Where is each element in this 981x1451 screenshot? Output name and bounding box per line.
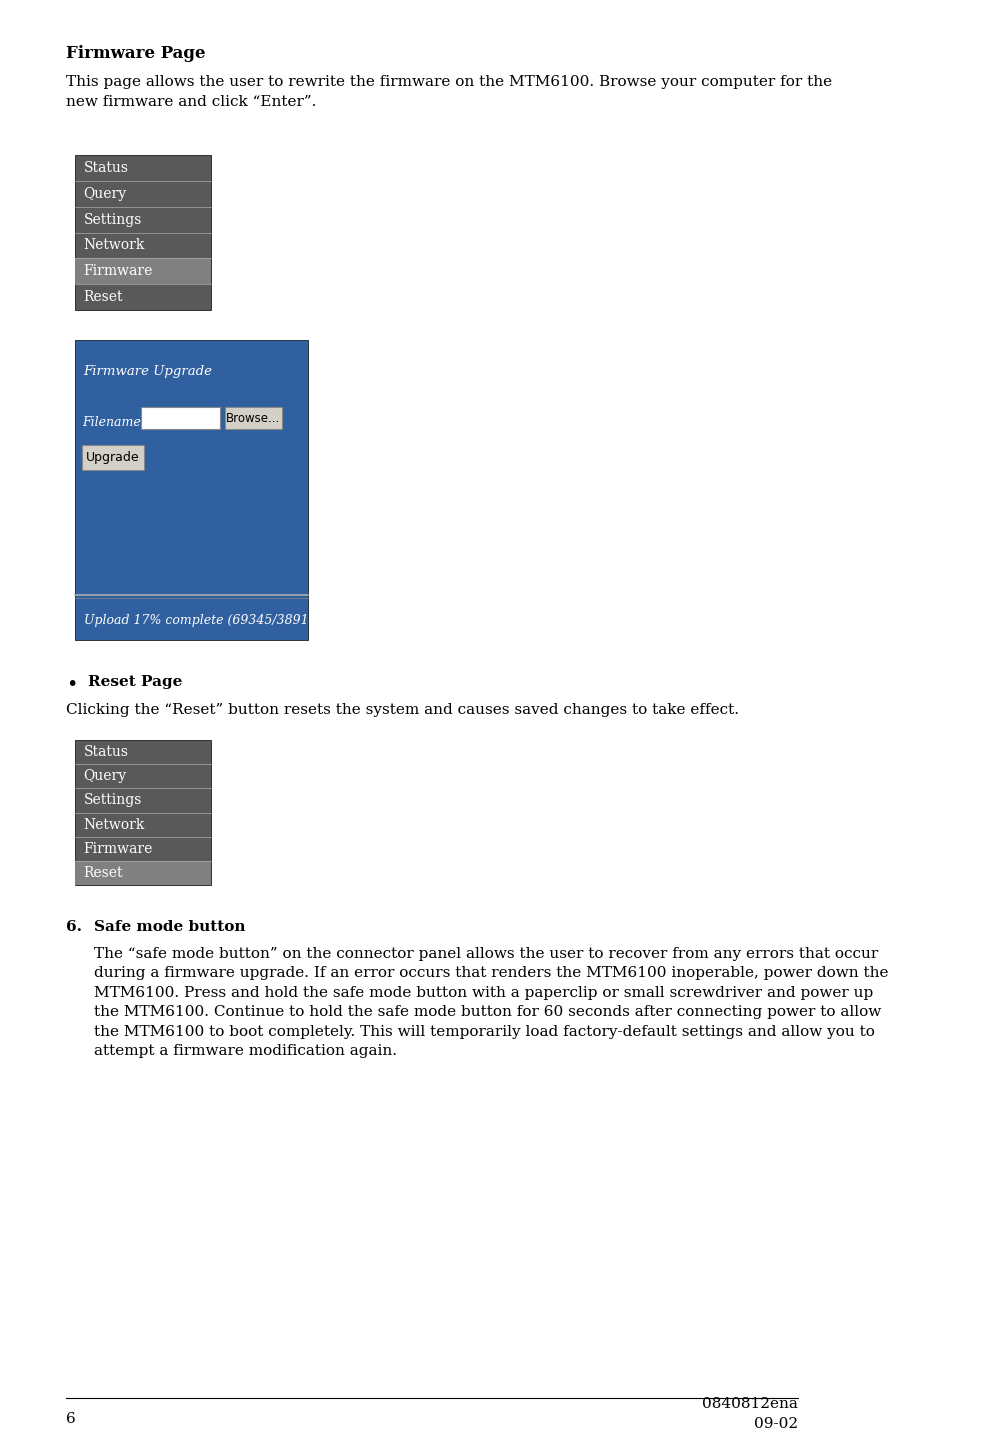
Text: Filename:: Filename: — [81, 416, 145, 429]
Text: Status: Status — [83, 161, 129, 176]
FancyBboxPatch shape — [75, 258, 211, 284]
Text: Upgrade: Upgrade — [86, 451, 139, 464]
Text: Query: Query — [83, 769, 127, 784]
Text: Reset: Reset — [83, 866, 124, 879]
Text: 0840812ena: 0840812ena — [702, 1397, 798, 1410]
Text: Network: Network — [83, 817, 145, 831]
Text: 09-02: 09-02 — [753, 1418, 798, 1431]
FancyBboxPatch shape — [75, 860, 211, 885]
FancyBboxPatch shape — [225, 406, 282, 429]
FancyBboxPatch shape — [141, 406, 220, 429]
Text: The “safe mode button” on the connector panel allows the user to recover from an: The “safe mode button” on the connector … — [94, 948, 889, 1058]
FancyBboxPatch shape — [75, 740, 211, 885]
Text: Firmware: Firmware — [83, 264, 153, 279]
Text: 6: 6 — [66, 1412, 76, 1426]
Text: Firmware: Firmware — [83, 842, 153, 856]
FancyBboxPatch shape — [75, 155, 211, 311]
Text: This page allows the user to rewrite the firmware on the MTM6100. Browse your co: This page allows the user to rewrite the… — [66, 75, 832, 109]
Text: Settings: Settings — [83, 213, 142, 226]
Text: Upload 17% complete (69345/389169 bytes): Upload 17% complete (69345/389169 bytes) — [83, 614, 367, 627]
Text: Status: Status — [83, 744, 129, 759]
Text: Reset Page: Reset Page — [88, 675, 182, 689]
Text: Settings: Settings — [83, 794, 142, 807]
Text: Browse...: Browse... — [226, 412, 281, 425]
Text: Safe mode button: Safe mode button — [94, 920, 245, 934]
Text: Reset: Reset — [83, 290, 124, 305]
Text: Network: Network — [83, 238, 145, 252]
FancyBboxPatch shape — [81, 445, 143, 470]
Text: •: • — [66, 675, 77, 694]
Text: Firmware Page: Firmware Page — [66, 45, 206, 62]
Text: 6.: 6. — [66, 920, 82, 934]
Text: Firmware Upgrade: Firmware Upgrade — [83, 366, 213, 379]
FancyBboxPatch shape — [75, 340, 308, 640]
Text: Clicking the “Reset” button resets the system and causes saved changes to take e: Clicking the “Reset” button resets the s… — [66, 702, 739, 717]
Text: Query: Query — [83, 187, 127, 200]
